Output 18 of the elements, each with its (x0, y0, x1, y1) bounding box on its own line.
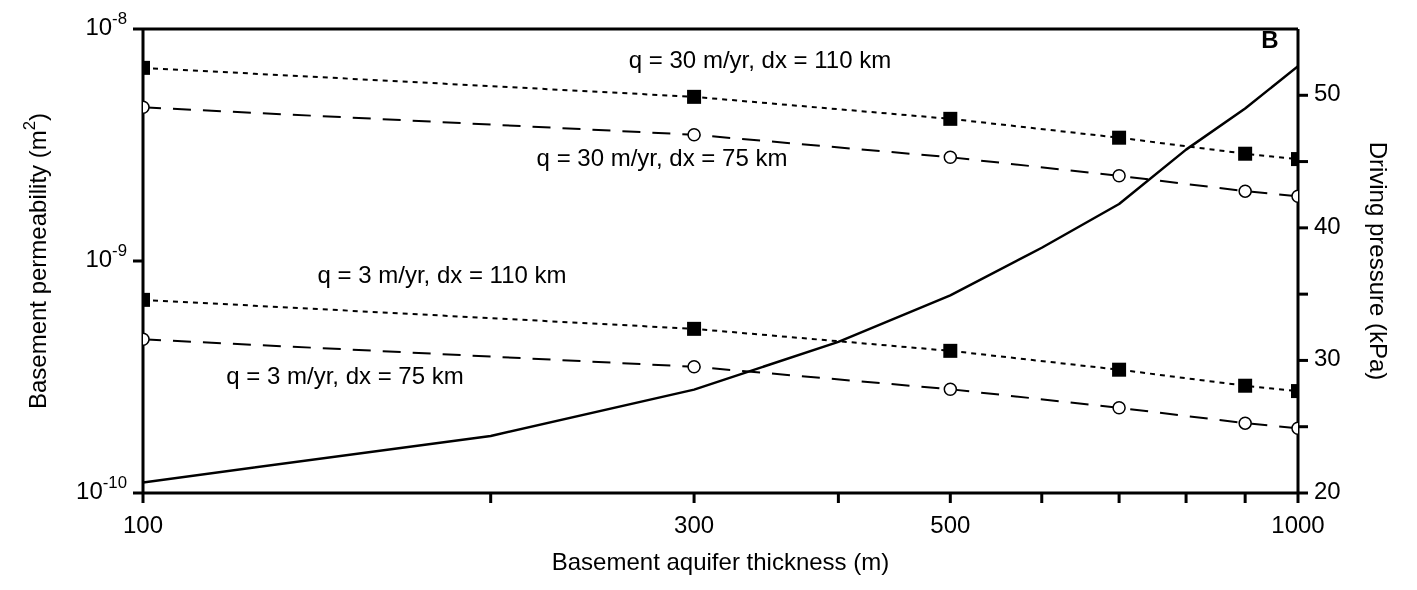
annotation: q = 30 m/yr, dx = 75 km (536, 144, 788, 172)
y-tick-label: 10$^{-9}$ (85, 240, 127, 273)
x-axis-title: Basement aquifer thickness (m) (551, 548, 890, 576)
y-tick-label: 10$^{-8}$ (85, 8, 127, 41)
x-tick-label: 100 (122, 511, 164, 539)
x-tick-label: 1000 (1271, 511, 1325, 539)
y2-tick-label: 40 (1314, 212, 1341, 240)
annotation: q = 3 m/yr, dx = 75 km (226, 362, 464, 390)
x-tick-label: 300 (674, 511, 715, 539)
annotation: B (1261, 26, 1279, 54)
y-tick-label: 10$^{-10}$ (76, 472, 127, 505)
y2-axis-title: Driving pressure (kPa) (1364, 141, 1392, 381)
annotation: q = 3 m/yr, dx = 110 km (317, 261, 567, 289)
y2-tick-label: 50 (1314, 79, 1341, 107)
annotation: q = 30 m/yr, dx = 110 km (628, 46, 892, 74)
y2-tick-label: 30 (1314, 344, 1341, 372)
y2-tick-label: 20 (1314, 477, 1341, 505)
x-tick-label: 500 (930, 511, 971, 539)
